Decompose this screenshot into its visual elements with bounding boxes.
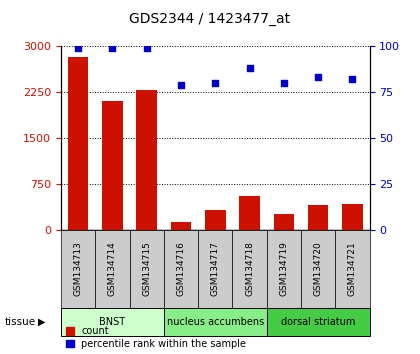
Bar <box>171 222 191 230</box>
Text: GSM134716: GSM134716 <box>176 241 186 297</box>
Text: GSM134721: GSM134721 <box>348 242 357 296</box>
Text: ▶: ▶ <box>38 317 45 327</box>
Bar <box>273 213 294 230</box>
Point <box>246 65 253 71</box>
Bar <box>129 230 164 308</box>
Point <box>143 45 150 51</box>
Text: GDS2344 / 1423477_at: GDS2344 / 1423477_at <box>129 12 291 27</box>
Text: dorsal striatum: dorsal striatum <box>281 317 355 327</box>
Text: GSM134717: GSM134717 <box>211 241 220 297</box>
Point <box>109 45 116 51</box>
Bar <box>335 230 370 308</box>
Bar <box>61 308 164 336</box>
Bar <box>136 90 157 230</box>
Bar <box>239 196 260 230</box>
Text: GSM134715: GSM134715 <box>142 241 151 297</box>
Text: tissue: tissue <box>4 317 35 327</box>
Bar <box>267 308 370 336</box>
Bar <box>267 230 301 308</box>
Point <box>349 76 356 82</box>
Text: GSM134714: GSM134714 <box>108 242 117 296</box>
Bar <box>102 101 123 230</box>
Bar <box>164 230 198 308</box>
Text: GSM134718: GSM134718 <box>245 241 254 297</box>
Bar <box>308 205 328 230</box>
Bar <box>301 230 335 308</box>
Point <box>178 82 184 87</box>
Text: GSM134720: GSM134720 <box>314 242 323 296</box>
Bar <box>342 204 363 230</box>
Point <box>212 80 219 86</box>
Bar <box>95 230 129 308</box>
Point <box>281 80 287 86</box>
Text: nucleus accumbens: nucleus accumbens <box>167 317 264 327</box>
Bar <box>232 230 267 308</box>
Text: GSM134713: GSM134713 <box>74 241 83 297</box>
Text: GSM134719: GSM134719 <box>279 241 289 297</box>
Bar <box>68 57 88 230</box>
Bar <box>205 210 226 230</box>
Bar <box>164 308 267 336</box>
Point <box>75 45 81 51</box>
Text: BNST: BNST <box>99 317 126 327</box>
Point <box>315 74 322 80</box>
Legend: count, percentile rank within the sample: count, percentile rank within the sample <box>66 326 246 349</box>
Bar <box>61 230 95 308</box>
Bar <box>198 230 232 308</box>
